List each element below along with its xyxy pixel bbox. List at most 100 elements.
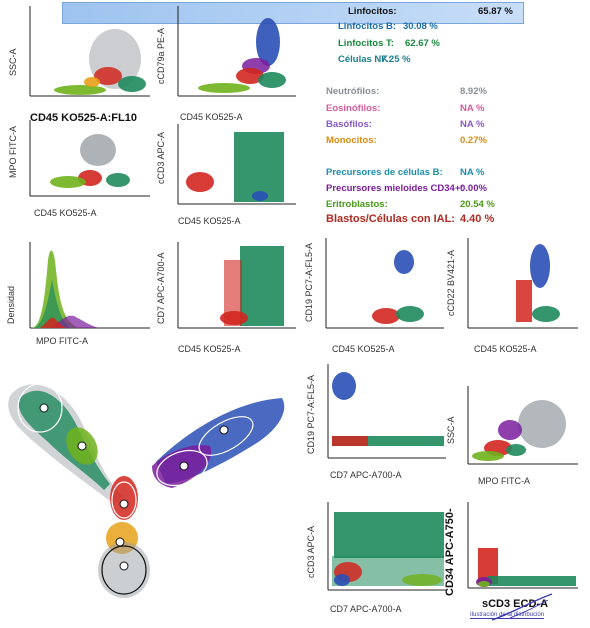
plot12-ylabel: CD34 APC-A750- xyxy=(444,508,456,596)
plot11-ylabel: cCD3 APC-A xyxy=(306,525,316,578)
cluster-neutrophils xyxy=(518,400,566,448)
plot7-ylabel: CD19 PC7-A:FL5-A xyxy=(304,242,314,322)
centroid-t xyxy=(39,403,49,413)
cluster-t-cells xyxy=(532,306,560,322)
plot-cd19-cd7: CD19 PC7-A:FL5-A CD7 APC-A700-A xyxy=(306,362,448,480)
monocitos-label: Monocitos: xyxy=(326,135,377,146)
plot-density-mpo-svg xyxy=(29,242,150,329)
plot-cd7-cd45: CD7 APC-A700-A CD45 KO525-A xyxy=(156,240,298,354)
plot-ccd3-cd45-svg xyxy=(177,124,296,205)
cluster-t-cells xyxy=(234,132,284,202)
cluster-neutrophils xyxy=(80,134,116,166)
plot-cd34-scd3: CD34 APC-A750- sCD3 ECD-A xyxy=(444,500,580,610)
cluster-erythroblasts xyxy=(402,574,442,586)
linfocitos-t-value: 62.67 % xyxy=(405,38,440,49)
cluster-lymphocytes xyxy=(118,76,146,92)
plot1-ylabel: SSC-A xyxy=(8,48,18,76)
cluster-t-cells xyxy=(506,444,526,456)
plot10-xlabel: MPO FITC-A xyxy=(478,476,530,486)
footer-note: Ilustración de la distribución xyxy=(470,612,545,619)
cluster-t-cells xyxy=(396,306,424,322)
neutrofilos-label: Neutrófilos: xyxy=(326,86,380,97)
plot2-xlabel: CD45 KO525-A xyxy=(180,112,243,122)
cluster-t-cells xyxy=(240,246,284,326)
centroid-b xyxy=(219,425,229,435)
basofilos-value: NA % xyxy=(460,119,485,130)
cluster-blasts xyxy=(332,436,368,446)
plot-aps-radar xyxy=(6,372,296,602)
cluster-erythroblasts xyxy=(478,581,490,587)
cluster-t-cells xyxy=(488,576,576,586)
plot-mpo-cd45-svg xyxy=(29,120,150,197)
plot-cd19-cd45: CD19 PC7-A:FL5-A CD45 KO525-A xyxy=(304,236,446,354)
plot1-xlabel: CD45 KO525-A:FL10 xyxy=(30,112,137,124)
plot-ccd3-cd45: cCD3 APC-A CD45 KO525-A xyxy=(156,122,298,226)
plot7-xlabel: CD45 KO525-A xyxy=(332,344,395,354)
plot-cd19-cd45-svg xyxy=(325,238,444,329)
plot4-ylabel: cCD3 APC-A xyxy=(156,131,166,184)
blastos-label: Blastos/Células con IAL: xyxy=(326,213,455,225)
plot6-ylabel: CD7 APC-A700-A xyxy=(156,252,166,324)
centroid-mono xyxy=(115,537,125,547)
cluster-blasts xyxy=(478,548,498,584)
plot12-xlabel: sCD3 ECD-A xyxy=(482,598,549,610)
histogram-nk xyxy=(50,315,100,328)
plot2-ylabel: cCD79a PE-A xyxy=(156,27,166,84)
plot-cd19-cd7-svg xyxy=(327,364,446,459)
arm-t-lymphocytes xyxy=(18,390,110,490)
plot-ssc-cd45: SSC-A CD45 KO525-A:FL10 xyxy=(8,4,152,124)
plot9-ylabel: CD19 PC7-A:FL5-A xyxy=(306,374,316,454)
plot-ccd22-cd45-svg xyxy=(467,238,578,329)
plot-ccd3-cd7-svg xyxy=(327,502,446,591)
cluster-erythroblasts xyxy=(54,85,106,95)
plot-ssc-mpo-svg xyxy=(467,386,578,465)
plot8-ylabel: cCD22 BV421-A xyxy=(446,249,456,316)
contour-debris xyxy=(101,545,147,595)
plot9-xlabel: CD7 APC-A700-A xyxy=(330,470,402,480)
precursores-mieloides-value: 0.00% xyxy=(460,183,487,194)
contour-nk xyxy=(156,449,208,487)
precursores-mieloides-label: Precursores mieloides CD34+: xyxy=(326,183,464,194)
cluster-b-cells xyxy=(394,250,414,274)
cluster-blasts xyxy=(220,311,248,325)
cluster-erythroblasts xyxy=(198,83,250,93)
eritroblastos-value: 20.54 % xyxy=(460,199,495,210)
linfocitos-value: 65.87 % xyxy=(478,6,513,17)
contour-b-lymphocytes xyxy=(198,416,254,456)
centroid-blasts xyxy=(119,499,129,509)
contour-t-lymphocytes xyxy=(17,383,63,433)
monocitos-value: 0.27% xyxy=(460,135,487,146)
cluster-lymphocytes xyxy=(106,173,130,187)
celulas-nk-value: 7.25 % xyxy=(381,54,411,65)
plot5-xlabel: MPO FITC-A xyxy=(36,336,88,346)
centroid-debris xyxy=(119,561,129,571)
cluster-erythroblasts xyxy=(472,451,504,461)
plot-ccd22-cd45: cCD22 BV421-A CD45 KO525-A xyxy=(446,236,580,354)
cluster-b-cells xyxy=(530,244,550,288)
plot11-xlabel: CD7 APC-A700-A xyxy=(330,604,402,614)
plot-mpo-cd45: MPO FITC-A CD45 KO525-A xyxy=(8,118,152,218)
histogram-blasts xyxy=(40,317,66,328)
precursores-b-value: NA % xyxy=(460,167,485,178)
cluster-blasts xyxy=(516,280,532,322)
cluster-blasts-spread xyxy=(224,260,242,326)
plot6-xlabel: CD45 KO525-A xyxy=(178,344,241,354)
linfocitos-label: Linfocitos: xyxy=(348,6,397,17)
cluster-t-cells xyxy=(334,512,444,558)
histogram-lymphocytes xyxy=(34,280,70,328)
plot-density-mpo: Densidad MPO FITC-A xyxy=(6,240,152,346)
eosinofilos-value: NA % xyxy=(460,103,485,114)
basofilos-label: Basófilos: xyxy=(326,119,372,130)
cluster-blasts xyxy=(372,308,400,324)
cluster-b-cells xyxy=(334,574,350,586)
celulas-nk-label: Células NK: xyxy=(338,54,392,65)
plot4-xlabel: CD45 KO525-A xyxy=(178,216,241,226)
histogram-erythroblasts xyxy=(32,250,80,328)
centroid-ery xyxy=(77,441,87,451)
plot3-xlabel: CD45 KO525-A xyxy=(34,208,97,218)
plot8-xlabel: CD45 KO525-A xyxy=(474,344,537,354)
plot-ccd3-cd7: cCD3 APC-A CD7 APC-A700-A xyxy=(306,500,448,614)
cluster-b-cells xyxy=(256,18,280,66)
precursores-b-label: Precursores de células B: xyxy=(326,167,443,178)
plot3-ylabel: MPO FITC-A xyxy=(8,126,18,178)
